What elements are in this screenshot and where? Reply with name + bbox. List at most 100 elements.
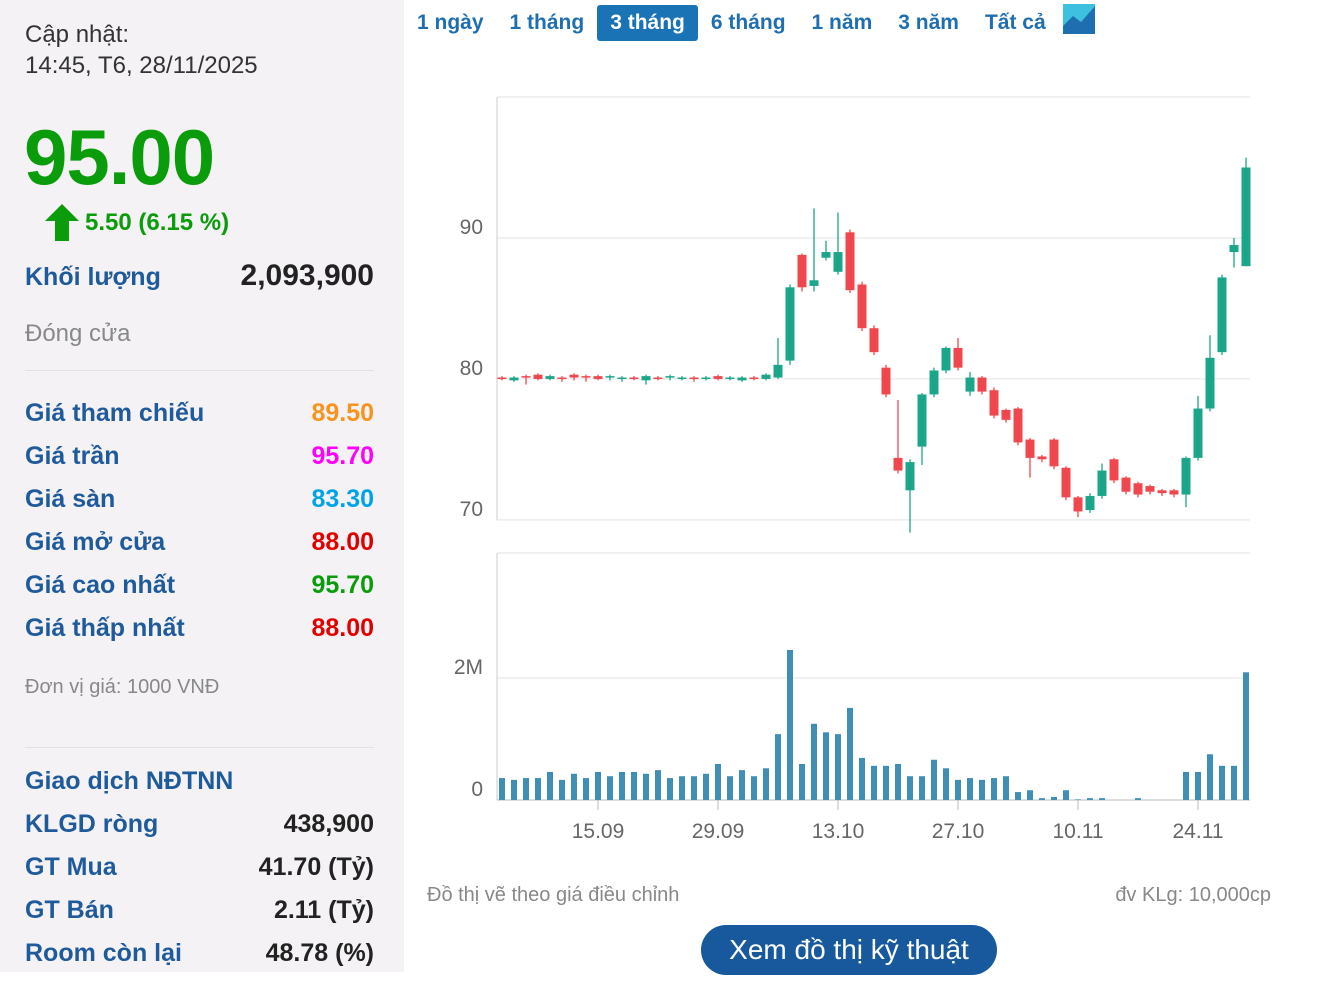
separator bbox=[25, 370, 374, 371]
volume-bar bbox=[799, 764, 805, 800]
x-tick-label: 15.09 bbox=[572, 820, 625, 843]
separator bbox=[25, 747, 374, 748]
candle-body bbox=[533, 374, 543, 379]
candle-body bbox=[869, 328, 879, 353]
candle-body bbox=[905, 462, 915, 491]
candle-body bbox=[1049, 439, 1059, 467]
volume-bar bbox=[1063, 790, 1069, 800]
tab-bar: 1 ngày 1 tháng 3 tháng 6 tháng 1 năm 3 năm Tất… bbox=[404, 4, 1059, 42]
price-row-value: 95.70 bbox=[311, 442, 374, 470]
volume-bar bbox=[547, 771, 553, 800]
candle-body bbox=[713, 376, 723, 379]
update-time: 14:45, T6, 28/11/2025 bbox=[25, 52, 258, 79]
candle-body bbox=[881, 367, 891, 395]
candle-body bbox=[809, 280, 819, 286]
foreign-title: Giao dịch NĐTNN bbox=[25, 767, 234, 795]
volume-bar bbox=[535, 778, 541, 800]
price-row-label: Giá thấp nhất bbox=[25, 614, 185, 642]
y-tick-label: 80 bbox=[460, 357, 483, 380]
volume-bar bbox=[847, 707, 853, 800]
volume-bar bbox=[1195, 771, 1201, 800]
candle-body bbox=[1157, 490, 1167, 494]
price-row-value: 83.30 bbox=[311, 485, 374, 513]
up-arrow bbox=[45, 204, 79, 241]
volume-bar bbox=[943, 768, 949, 800]
candle-body bbox=[629, 377, 639, 380]
tab[interactable]: 1 năm bbox=[811, 11, 873, 34]
volume-bar bbox=[679, 776, 685, 800]
volume-bar bbox=[619, 771, 625, 800]
x-tick-label: 10.11 bbox=[1053, 820, 1104, 843]
candle-body bbox=[977, 377, 987, 392]
tab[interactable]: Tất cả bbox=[984, 11, 1046, 34]
candle-body bbox=[1109, 459, 1119, 481]
candle-body bbox=[725, 377, 735, 380]
y-tick-label: 2M bbox=[454, 656, 483, 679]
chart-type-icon[interactable] bbox=[1063, 4, 1095, 34]
y-tick-label: 0 bbox=[471, 778, 483, 801]
foreign-row-label: GT Mua bbox=[25, 853, 117, 881]
volume-bar bbox=[583, 778, 589, 800]
volume-bar bbox=[919, 776, 925, 800]
candle-body bbox=[605, 376, 615, 378]
volume-bar bbox=[1003, 776, 1009, 800]
x-tick-label: 24.11 bbox=[1173, 820, 1224, 843]
x-tick-label: 29.09 bbox=[692, 820, 745, 843]
volume-bar bbox=[1027, 790, 1033, 800]
volume-bar bbox=[775, 734, 781, 800]
volume-bar bbox=[1207, 754, 1213, 800]
volume-bar bbox=[1039, 798, 1045, 800]
volume-bar bbox=[979, 779, 985, 800]
candle-body bbox=[689, 377, 699, 380]
foreign-row-value: 438,900 bbox=[283, 810, 374, 838]
status: Đóng cửa bbox=[25, 320, 131, 347]
candle-body bbox=[677, 377, 687, 380]
volume-bar bbox=[763, 768, 769, 800]
volume-bar bbox=[715, 764, 721, 800]
volume-bar bbox=[523, 778, 529, 800]
candle-body bbox=[833, 252, 843, 272]
volume-bar bbox=[1231, 765, 1237, 800]
price-row-label: Giá sàn bbox=[25, 485, 116, 513]
candle-body bbox=[1133, 483, 1143, 495]
foreign-row-value: 2.11 (Tỷ) bbox=[273, 896, 374, 924]
candle-body bbox=[1097, 470, 1107, 496]
price: 95.00 bbox=[24, 113, 215, 201]
candle-body bbox=[845, 232, 855, 291]
tab[interactable]: 1 tháng bbox=[509, 11, 585, 34]
volume-bar bbox=[655, 770, 661, 800]
tab[interactable]: 6 tháng bbox=[710, 11, 786, 34]
candle-body bbox=[857, 284, 867, 329]
candle-body bbox=[1181, 457, 1191, 495]
volume-bar bbox=[1219, 765, 1225, 800]
candle-body bbox=[557, 377, 567, 380]
technical-chart-button[interactable]: Xem đồ thị kỹ thuật bbox=[701, 925, 997, 975]
volume-bar bbox=[1183, 771, 1189, 800]
candle-body bbox=[929, 370, 939, 395]
candle-body bbox=[1121, 477, 1131, 492]
candle-body bbox=[1025, 439, 1035, 458]
candle-body bbox=[1085, 495, 1095, 511]
volume-bar bbox=[1087, 798, 1093, 800]
price-change: 5.50 (6.15 %) bbox=[85, 209, 230, 236]
tab[interactable]: 1 ngày bbox=[417, 11, 484, 34]
tab[interactable]: 3 tháng bbox=[597, 5, 698, 41]
candle-body bbox=[569, 374, 579, 378]
volume-bar bbox=[1099, 798, 1105, 800]
volume-bar bbox=[1075, 799, 1081, 800]
candle-body bbox=[773, 364, 783, 378]
candle-body bbox=[1205, 357, 1215, 409]
candle-body bbox=[989, 390, 999, 416]
price-row-value: 88.00 bbox=[311, 528, 374, 556]
volume-bar bbox=[643, 773, 649, 800]
tab[interactable]: 3 năm bbox=[898, 11, 959, 34]
candle-body bbox=[1037, 456, 1047, 460]
footer-note: Đồ thị vẽ theo giá điều chỉnh bbox=[427, 884, 680, 906]
x-tick-label: 27.10 bbox=[932, 820, 985, 843]
candle-body bbox=[941, 347, 951, 371]
candle-body bbox=[797, 254, 807, 288]
price-row-label: Giá trần bbox=[25, 442, 120, 470]
